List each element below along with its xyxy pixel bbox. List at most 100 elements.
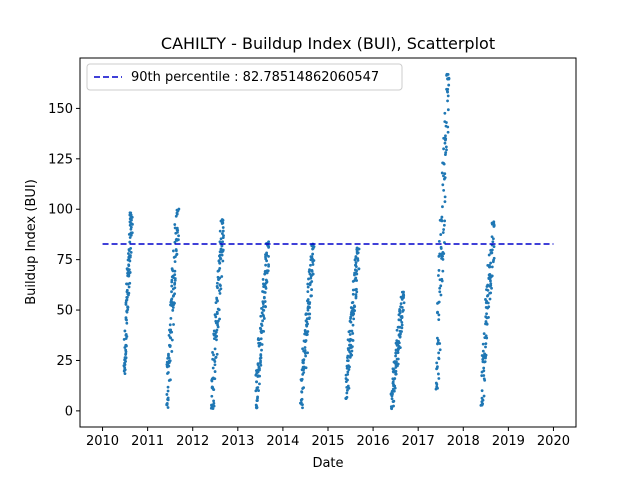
data-point: [221, 221, 225, 225]
data-point: [446, 125, 450, 129]
y-tick-label: 150: [48, 102, 73, 117]
data-point: [255, 406, 259, 409]
data-point: [445, 148, 448, 152]
data-point: [131, 222, 134, 226]
data-point: [267, 264, 270, 268]
data-point: [485, 322, 489, 326]
data-point: [168, 344, 172, 348]
data-point: [256, 399, 259, 402]
data-point: [174, 249, 178, 253]
data-point: [346, 359, 350, 363]
data-point: [438, 290, 442, 294]
data-point: [259, 359, 262, 363]
data-point: [399, 318, 402, 322]
data-point: [218, 267, 222, 270]
data-point: [302, 359, 305, 362]
data-point: [355, 290, 359, 294]
data-point: [484, 320, 488, 323]
data-point: [398, 346, 402, 350]
data-point: [168, 336, 172, 339]
data-point: [438, 252, 442, 256]
data-point: [438, 348, 442, 352]
data-point: [481, 402, 484, 406]
data-point: [438, 286, 442, 290]
data-point: [218, 292, 222, 295]
data-point: [353, 309, 357, 313]
data-point: [356, 251, 360, 255]
data-point: [213, 377, 217, 381]
y-tick-label: 25: [56, 354, 73, 369]
data-point: [437, 372, 440, 376]
data-point: [489, 251, 493, 255]
data-point: [303, 346, 307, 349]
data-point: [489, 291, 493, 295]
y-axis: 0 25 50 75 100 125 150: [48, 102, 80, 419]
data-point: [396, 349, 400, 353]
data-point: [215, 281, 219, 285]
data-point: [308, 316, 311, 320]
data-point: [127, 252, 130, 255]
data-point: [487, 253, 491, 257]
data-point: [437, 313, 441, 317]
data-point: [311, 272, 315, 276]
data-point: [169, 316, 173, 320]
data-point: [217, 259, 221, 263]
data-point: [394, 354, 397, 358]
data-point: [173, 286, 177, 290]
data-point: [172, 249, 175, 253]
data-point: [354, 271, 358, 275]
data-point: [259, 363, 263, 367]
data-point: [487, 305, 491, 309]
data-point: [311, 252, 315, 256]
x-tick-label: 2018: [447, 434, 480, 449]
data-point: [441, 254, 445, 258]
data-point: [487, 265, 491, 268]
data-point: [441, 231, 445, 234]
x-tick-label: 2012: [176, 434, 209, 449]
data-point: [306, 285, 310, 289]
x-axis: 2010 2011 2012 2013 2014 2015 2016 2017 2018 2019…: [86, 427, 570, 449]
data-point: [211, 407, 215, 410]
data-point: [176, 238, 180, 242]
data-point: [175, 252, 179, 256]
data-point: [123, 372, 127, 376]
data-point: [124, 303, 128, 306]
data-point: [357, 247, 361, 251]
data-point: [213, 360, 217, 363]
data-point: [436, 365, 439, 369]
data-point: [212, 329, 216, 333]
data-point: [492, 223, 496, 227]
data-point: [347, 386, 351, 390]
data-point: [308, 306, 311, 309]
data-point: [395, 360, 398, 364]
data-point: [267, 254, 270, 258]
data-point: [261, 278, 265, 281]
data-point: [354, 261, 358, 264]
data-point: [486, 301, 490, 305]
data-point: [215, 334, 219, 338]
data-point: [301, 403, 304, 407]
data-point: [402, 290, 405, 294]
data-point: [491, 240, 495, 244]
data-point: [128, 236, 132, 239]
data-point: [355, 269, 359, 273]
chart-title: CAHILTY - Buildup Index (BUI), Scatterpl…: [161, 34, 495, 53]
data-point: [307, 277, 310, 281]
data-point: [306, 290, 310, 294]
data-point: [170, 350, 174, 353]
data-point: [306, 351, 310, 355]
data-point: [260, 343, 264, 346]
data-point: [176, 230, 179, 234]
data-point: [301, 347, 304, 351]
data-point: [173, 240, 177, 244]
data-point: [304, 312, 308, 316]
data-point: [354, 265, 358, 269]
data-point: [346, 388, 349, 392]
data-point: [400, 305, 404, 309]
data-point: [215, 338, 218, 342]
data-point: [124, 316, 128, 320]
data-point: [166, 389, 170, 393]
data-point: [212, 388, 216, 392]
x-tick-label: 2010: [86, 434, 119, 449]
